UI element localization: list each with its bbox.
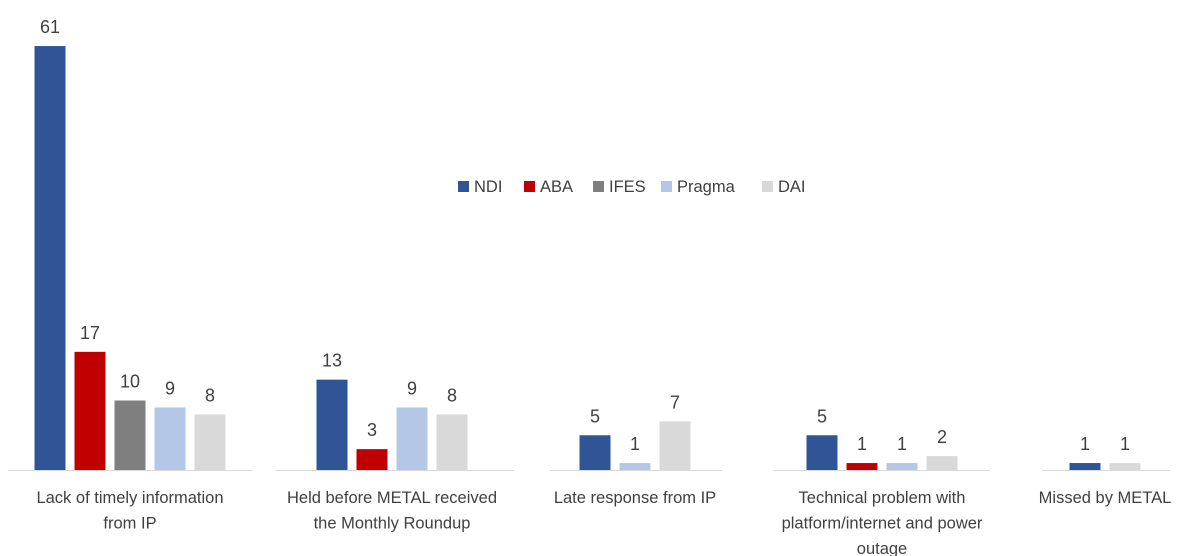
legend-item-ndi: NDI [458,178,502,196]
bar-ifes-0 [114,400,146,470]
bar-pragma-1 [396,407,428,470]
value-label-dai-1: 8 [447,385,457,405]
value-label-ndi-1: 13 [322,351,342,371]
value-label-dai-2: 7 [670,392,680,412]
bar-ndi-3 [806,435,838,470]
bar-pragma-3 [886,463,918,470]
legend: NDI ABA IFES Pragma DAI [458,178,806,196]
bar-pragma-2 [619,463,651,470]
bar-dai-0 [194,414,226,470]
value-label-aba-3: 1 [857,434,867,454]
legend-item-aba: ABA [524,178,573,196]
legend-label-ndi: NDI [474,178,502,196]
bar-ndi-1 [316,379,348,470]
value-label-dai-0: 8 [205,385,215,405]
bar-dai-1 [436,414,468,470]
legend-swatch-pragma [661,181,672,192]
value-label-dai-4: 1 [1120,434,1130,454]
category-label-2: Late response from IP [554,489,716,507]
value-label-ndi-3: 5 [817,406,827,426]
value-label-pragma-1: 9 [407,378,417,398]
bar-aba-1 [356,449,388,470]
legend-item-dai: DAI [762,178,806,196]
value-label-ndi-0: 61 [40,17,60,37]
bar-ndi-2 [579,435,611,470]
bar-dai-3 [926,456,958,470]
bar-ndi-4 [1069,463,1101,470]
value-label-ifes-0: 10 [120,372,140,392]
bar-ndi-0 [34,46,66,471]
category-label-4: Missed by METAL [1039,489,1172,507]
legend-label-dai: DAI [778,178,806,196]
bars-group [34,46,1141,471]
value-label-ndi-2: 5 [590,406,600,426]
legend-swatch-ndi [458,181,469,192]
category-labels-group: Lack of timely information from IP Held be… [36,489,1171,556]
bar-aba-0 [74,351,106,470]
legend-swatch-aba [524,181,535,192]
category-label-0: Lack of timely information from IP [36,489,223,533]
legend-label-ifes: IFES [609,178,646,196]
category-label-1: Held before METAL received the Monthly Ro… [287,489,497,533]
value-label-ndi-4: 1 [1080,434,1090,454]
legend-swatch-ifes [593,181,604,192]
bar-dai-2 [659,421,691,470]
bar-dai-4 [1109,463,1141,470]
bar-aba-3 [846,463,878,470]
legend-label-pragma: Pragma [677,178,736,196]
value-label-dai-3: 2 [937,427,947,447]
legend-label-aba: ABA [540,178,573,196]
legend-swatch-dai [762,181,773,192]
value-label-pragma-3: 1 [897,434,907,454]
value-label-aba-1: 3 [367,420,377,440]
value-label-pragma-0: 9 [165,378,175,398]
value-label-pragma-2: 1 [630,434,640,454]
legend-item-ifes: IFES [593,178,646,196]
category-label-3: Technical problem with platform/internet … [782,489,983,556]
bar-pragma-0 [154,407,186,470]
legend-item-pragma: Pragma [661,178,736,196]
value-label-aba-0: 17 [80,323,100,343]
